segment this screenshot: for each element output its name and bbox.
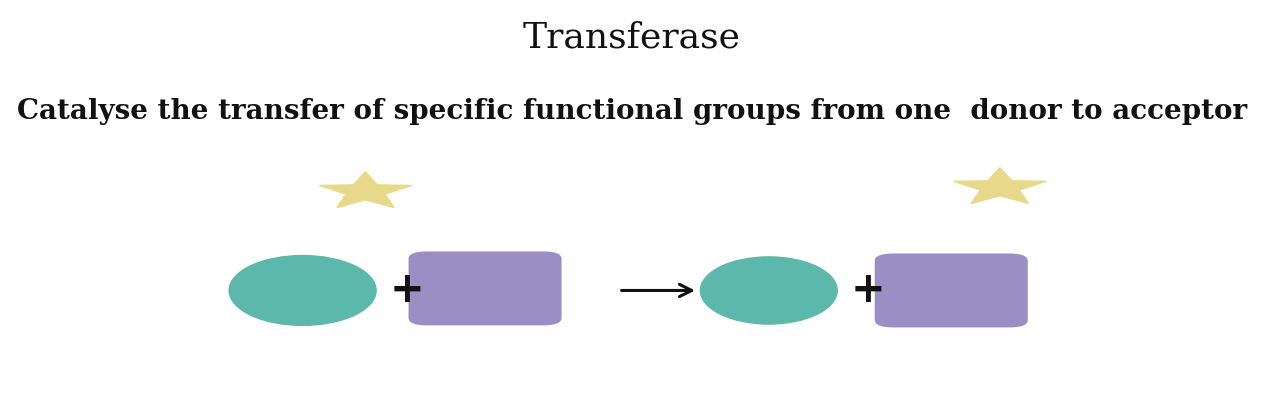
- Text: +: +: [851, 269, 886, 311]
- Ellipse shape: [229, 255, 377, 325]
- Polygon shape: [953, 168, 1047, 204]
- FancyBboxPatch shape: [408, 251, 561, 325]
- Polygon shape: [320, 172, 412, 208]
- Ellipse shape: [700, 257, 837, 324]
- Text: +: +: [389, 269, 425, 311]
- Text: Transferase: Transferase: [523, 20, 741, 54]
- Text: Catalyse the transfer of specific functional groups from one  donor to acceptor: Catalyse the transfer of specific functi…: [16, 98, 1248, 125]
- FancyBboxPatch shape: [875, 253, 1028, 328]
